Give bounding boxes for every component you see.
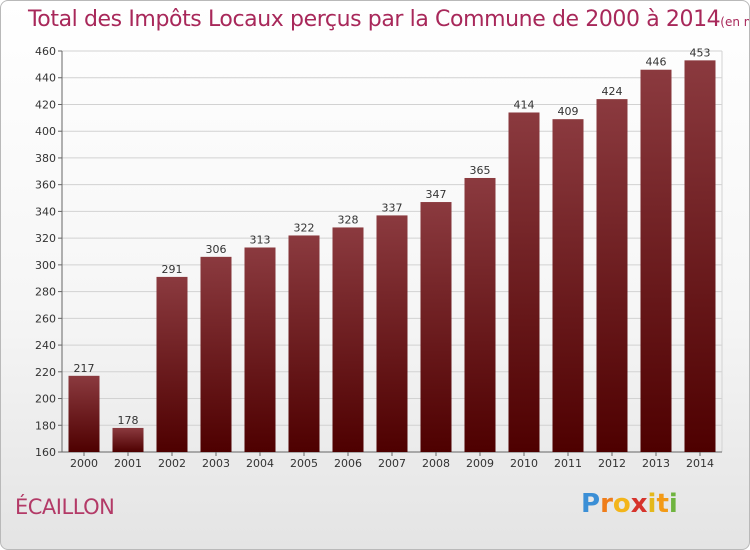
value-label: 414 (514, 98, 535, 111)
bar-2007 (376, 215, 408, 452)
value-label: 365 (470, 164, 491, 177)
y-tick-label: 280 (35, 286, 56, 299)
chart-title: Total des Impôts Locaux perçus par la Co… (28, 7, 749, 32)
logo-letter: i (647, 489, 657, 519)
value-label: 291 (162, 263, 183, 276)
y-tick-label: 420 (35, 98, 56, 111)
bar-2013 (640, 69, 672, 453)
x-tick-label: 2000 (70, 457, 98, 470)
y-tick-label: 220 (35, 366, 56, 379)
x-tick-label: 2008 (422, 457, 450, 470)
x-tick-label: 2006 (334, 457, 362, 470)
bar-2001 (112, 427, 144, 452)
x-tick-label: 2002 (158, 457, 186, 470)
x-tick-label: 2012 (598, 457, 626, 470)
logo-letter: P (581, 489, 601, 519)
bar-2010 (508, 112, 540, 452)
y-tick-label: 320 (35, 232, 56, 245)
y-tick-label: 180 (35, 419, 56, 432)
bar-2002 (156, 276, 188, 452)
y-tick-label: 240 (35, 339, 56, 352)
value-label: 409 (558, 105, 579, 118)
value-label: 322 (294, 221, 315, 234)
proxiti-logo[interactable]: Proxiti (581, 489, 678, 519)
x-tick-label: 2009 (466, 457, 494, 470)
bar-2011 (552, 119, 584, 453)
bar-2000 (68, 375, 100, 452)
x-tick-label: 2014 (686, 457, 714, 470)
value-labels: 217 178 291 306 313 322 328 337 347 365 414 409 424 4… (74, 46, 711, 427)
bar-2014 (684, 60, 716, 453)
x-tick-label: 2005 (290, 457, 318, 470)
value-label: 347 (426, 188, 447, 201)
logo-letter: r (600, 489, 613, 519)
y-tick-label: 400 (35, 125, 56, 138)
value-label: 313 (250, 233, 271, 246)
logo-letter: x (630, 489, 648, 519)
commune-name: ÉCAILLON (15, 495, 115, 519)
logo-letter: i (668, 489, 678, 519)
x-tick-label: 2011 (554, 457, 582, 470)
y-tick-label: 460 (35, 45, 56, 58)
x-tick-label: 2007 (378, 457, 406, 470)
x-tick-label: 2010 (510, 457, 538, 470)
bar-2008 (420, 202, 452, 452)
axes: 160 180 200 220 240 260 280 300 320 340 360 380 400 4… (35, 45, 722, 470)
bar-2004 (244, 247, 276, 452)
value-label: 328 (338, 213, 359, 226)
y-tick-label: 440 (35, 72, 56, 85)
bar-2005 (288, 235, 320, 452)
bar-2003 (200, 256, 232, 452)
logo-letter: o (612, 489, 631, 519)
value-label: 306 (206, 243, 227, 256)
bar-2012 (596, 99, 628, 453)
bar-2006 (332, 227, 364, 452)
x-tick-label: 2013 (642, 457, 670, 470)
x-tick-label: 2001 (114, 457, 142, 470)
value-label: 446 (646, 56, 667, 69)
bars (68, 60, 716, 453)
y-tick-label: 380 (35, 152, 56, 165)
x-tick-label: 2003 (202, 457, 230, 470)
bar-2009 (464, 177, 496, 452)
value-label: 178 (118, 414, 139, 427)
y-tick-label: 200 (35, 393, 56, 406)
chart-title-text: Total des Impôts Locaux perçus par la Co… (28, 7, 721, 32)
y-tick-label: 300 (35, 259, 56, 272)
value-label: 424 (602, 85, 623, 98)
y-tick-label: 160 (35, 446, 56, 459)
logo-letter: t (656, 489, 669, 519)
value-label: 453 (690, 46, 711, 59)
y-tick-label: 340 (35, 205, 56, 218)
value-label: 217 (74, 362, 95, 375)
y-tick-label: 360 (35, 179, 56, 192)
chart-unit: (en milliers d'€) (720, 15, 749, 29)
x-tick-label: 2004 (246, 457, 274, 470)
value-label: 337 (382, 201, 403, 214)
y-tick-label: 260 (35, 312, 56, 325)
